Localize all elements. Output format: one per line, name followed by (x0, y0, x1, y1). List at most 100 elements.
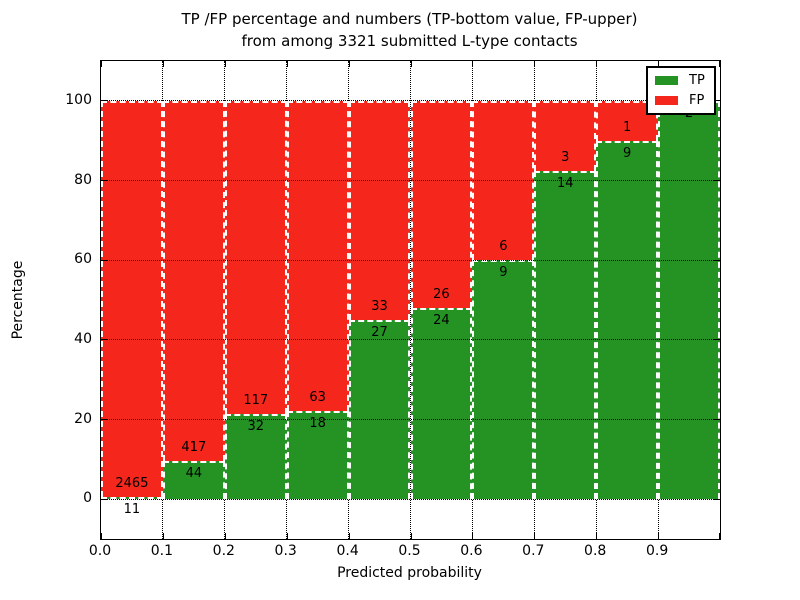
x-tick-label: 0.9 (645, 543, 669, 559)
x-tick (101, 61, 102, 67)
bar-fp-segment (224, 100, 287, 414)
x-tick-label: 0.2 (212, 543, 235, 559)
x-tick (286, 533, 288, 539)
y-tick (714, 100, 720, 102)
x-tick-label: 0.0 (88, 543, 112, 559)
x-tick (224, 533, 226, 539)
y-tick (101, 180, 107, 181)
x-axis-label: Predicted probability (337, 565, 482, 581)
x-tick (534, 61, 536, 67)
bar-tp-segment (596, 140, 659, 500)
x-tick-label: 0.5 (398, 543, 421, 559)
fp-count-label: 417 (181, 440, 207, 456)
x-tick (596, 533, 598, 539)
bar-tp-segment (162, 461, 225, 500)
chart-title-line2: from among 3321 submitted L-type contact… (241, 32, 578, 50)
plot-area: 246511417441173263183327262469314192 (100, 60, 721, 540)
horizontal-gridline (101, 339, 720, 341)
fp-legend-swatch (655, 96, 678, 105)
x-tick (658, 533, 660, 539)
tp-count-label: 27 (371, 324, 388, 340)
y-tick-label: 20 (74, 410, 92, 427)
bar-tp-segment (348, 319, 411, 500)
x-tick (534, 533, 536, 539)
chart-title: TP /FP percentage and numbers (TP-bottom… (100, 8, 719, 52)
fp-count-label: 3 (561, 150, 570, 166)
y-tick (714, 419, 720, 420)
legend-entry-fp: FP (655, 94, 705, 107)
bar-fp-segment (162, 100, 225, 462)
bar-tp-segment (101, 497, 163, 500)
y-tick-label: 100 (65, 91, 92, 108)
x-tick (348, 533, 350, 539)
bar-tp-segment (472, 260, 535, 500)
tp-count-label: 32 (247, 418, 265, 434)
y-tick-label: 0 (83, 490, 92, 507)
bar-fp-segment (534, 100, 597, 172)
tp-legend-swatch (655, 76, 678, 85)
horizontal-gridline (101, 259, 720, 261)
bar-tp-segment (534, 171, 597, 500)
tp-count-label: 44 (185, 466, 203, 482)
x-tick (286, 61, 288, 67)
x-tick (224, 61, 226, 67)
x-tick (472, 61, 474, 67)
fp-count-label: 33 (371, 298, 388, 314)
x-tick-label: 0.3 (274, 543, 297, 559)
tp-count-label: 18 (309, 415, 326, 431)
horizontal-gridline (101, 498, 720, 500)
x-tick (348, 61, 350, 67)
x-tick (719, 61, 720, 67)
y-tick (714, 259, 720, 261)
bar-fp-segment (286, 100, 349, 411)
bar-tp-segment (658, 100, 720, 500)
x-tick-label: 0.7 (522, 543, 545, 559)
chart-title-line1: TP /FP percentage and numbers (TP-bottom… (181, 10, 638, 28)
tp-count-label: 14 (556, 176, 574, 192)
x-tick-label: 0.4 (336, 543, 359, 559)
horizontal-gridline (101, 419, 720, 420)
tp-count-label: 24 (433, 312, 450, 328)
fp-count-label: 1 (623, 119, 632, 135)
horizontal-gridline (101, 100, 720, 102)
bar-tp-segment (410, 307, 473, 500)
x-tick (719, 533, 720, 539)
fp-count-label: 26 (433, 286, 450, 302)
tp-count-label: 9 (623, 145, 632, 161)
bar-tp-segment (224, 413, 287, 500)
y-tick (101, 498, 107, 500)
fp-count-label: 63 (309, 389, 326, 405)
y-tick (101, 259, 107, 261)
y-tick (101, 339, 107, 341)
fp-count-label: 117 (243, 392, 269, 408)
fp-legend-label: FP (689, 93, 705, 108)
y-tick (714, 180, 720, 181)
legend-entry-tp: TP (655, 74, 705, 87)
y-axis-label: Percentage (10, 260, 26, 340)
x-tick (101, 533, 102, 539)
tp-count-label: 11 (123, 502, 141, 518)
x-tick-label: 0.6 (460, 543, 483, 559)
legend: TP FP (646, 66, 716, 115)
bar-tp-segment (286, 410, 349, 500)
y-tick (101, 419, 107, 420)
y-tick-label: 60 (74, 251, 92, 268)
bar-fp-segment (348, 100, 411, 320)
fp-count-label: 2465 (115, 476, 149, 492)
tp-legend-label: TP (689, 73, 705, 88)
x-tick (162, 61, 164, 67)
tp-count-label: 9 (499, 265, 508, 281)
y-tick-label: 40 (74, 330, 92, 347)
fp-count-label: 6 (499, 239, 508, 255)
y-tick-label: 80 (74, 171, 92, 188)
y-tick (101, 100, 107, 102)
bar-fp-segment (410, 100, 473, 308)
x-tick (596, 61, 598, 67)
bar-fp-segment (101, 100, 163, 498)
x-tick (410, 61, 412, 67)
x-tick (658, 61, 660, 67)
x-tick (162, 533, 164, 539)
horizontal-gridline (101, 180, 720, 181)
y-tick (714, 498, 720, 500)
